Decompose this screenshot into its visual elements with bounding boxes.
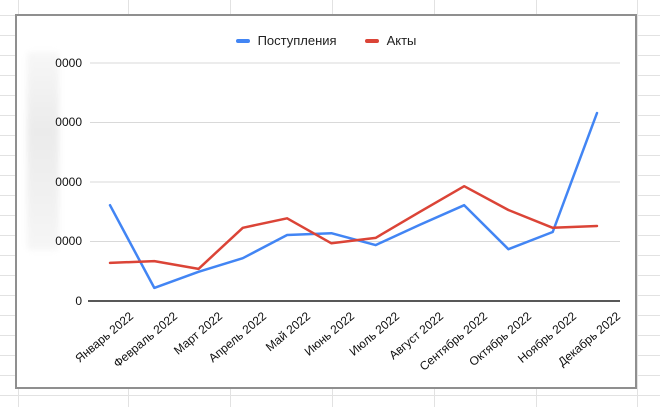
sheet-column-line xyxy=(637,0,638,407)
legend-swatch-icon xyxy=(364,38,379,43)
chart-legend: Поступления Акты xyxy=(15,33,637,48)
legend-label: Акты xyxy=(386,33,417,48)
y-axis-redaction-blur xyxy=(27,52,59,250)
y-axis-tick-label: 0000 xyxy=(55,55,82,70)
y-axis-tick-label: 0000 xyxy=(55,115,82,129)
y-axis-tick-label: 0 xyxy=(75,293,82,308)
legend-item-akty[interactable]: Акты xyxy=(364,33,417,48)
legend-swatch-icon xyxy=(235,38,250,43)
legend-label: Поступления xyxy=(257,33,337,48)
y-axis-tick-label: 0000 xyxy=(55,174,82,189)
y-axis-tick-label: 0000 xyxy=(55,234,82,248)
legend-item-postupleniya[interactable]: Поступления xyxy=(235,33,337,48)
sheet-row-line xyxy=(0,395,660,396)
